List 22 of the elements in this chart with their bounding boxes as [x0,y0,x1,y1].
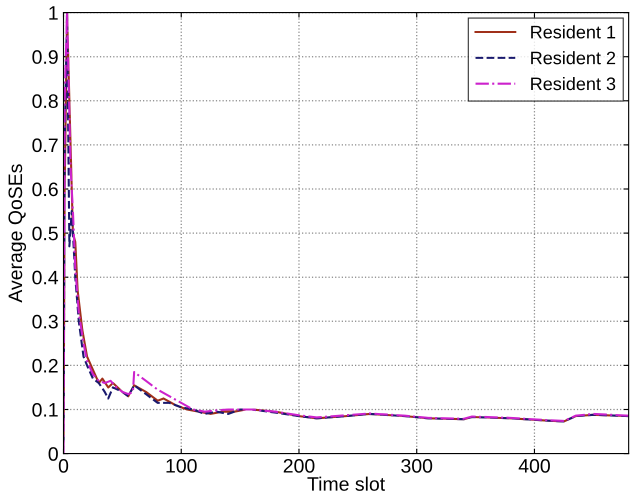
y-tick-label: 0.4 [32,270,58,284]
line-series [64,12,629,454]
y-tick-label: 0 [48,447,58,461]
legend-label: Resident 2 [531,51,616,64]
legend-label: Resident 3 [531,76,616,90]
x-tick-label: 300 [401,458,432,473]
y-tick-label: 0.2 [32,358,58,373]
x-axis-title: Time slot [307,476,386,491]
x-tick-label: 100 [166,458,197,473]
y-tick-label: 0.3 [32,314,58,329]
y-tick-label: 0.1 [32,402,58,417]
x-tick-label: 200 [284,458,314,473]
x-tick-label: 0 [58,458,68,473]
y-tick-label: 0.7 [32,138,58,152]
y-tick-label: 0.6 [32,182,58,196]
y-tick-label: 1 [49,6,58,20]
y-axis-title: Average QoSEs [8,164,26,303]
y-tick-label: 0.8 [32,94,58,108]
legend-label: Resident 1 [531,25,616,38]
y-tick-label: 0.5 [32,226,58,240]
x-tick-label: 400 [518,458,550,473]
y-tick-label: 0.9 [32,50,58,64]
